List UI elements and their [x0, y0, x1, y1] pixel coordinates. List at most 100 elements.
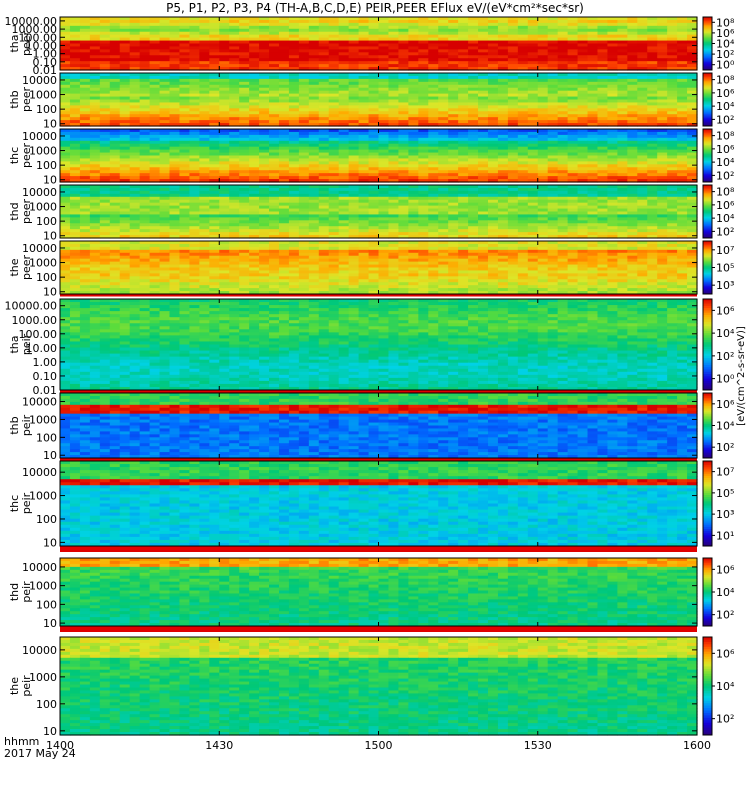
colorbar-tick-label: 10⁸	[716, 130, 735, 143]
y-tick-label: 1000	[29, 257, 57, 270]
y-tick-label: 1000	[29, 580, 57, 593]
panel-label: the peer	[8, 255, 33, 281]
panel-label-probe: thb	[8, 416, 21, 434]
panel-label-product: peir	[20, 675, 33, 697]
panel-label-probe: thd	[8, 583, 21, 601]
y-tick-label: 100	[36, 431, 57, 444]
x-axis-format-label: hhmm	[4, 735, 39, 748]
panel-label-product: peer	[20, 31, 33, 57]
colorbar-tick-label: 10⁴	[716, 420, 735, 433]
y-tick-label: 10000	[22, 466, 57, 479]
colorbar-tick-label: 10⁰	[716, 373, 735, 386]
colorbar-tick-label: 10²	[716, 350, 734, 363]
flag-bar	[60, 458, 697, 461]
y-tick-label: 10.00	[26, 39, 58, 52]
colorbar-tick-label: 10⁵	[716, 487, 734, 500]
panel-thc-peir: 10000 1000 100 10 thc peir 10⁷ 10⁵ 10³ 10¹	[8, 460, 734, 549]
spectrogram-image	[60, 558, 698, 627]
colorbar-tick-label: 10⁶	[716, 304, 735, 317]
y-tick-label: 1000	[29, 490, 57, 503]
panel-label-product: peer	[20, 255, 33, 281]
colorbar-tick-label: 10²	[716, 48, 734, 61]
y-tick-label: 1000	[29, 89, 57, 102]
panel-label-probe: tha	[8, 335, 21, 353]
spectrogram-image	[60, 17, 698, 71]
panel-thb-peir: 10000 1000 100 10 thb peir 10⁶ 10⁴ 10²	[8, 392, 735, 462]
panel-label-probe: thd	[8, 202, 21, 220]
y-tick-label: 100	[36, 103, 57, 116]
colorbar-tick-label: 10⁷	[716, 244, 734, 257]
spectrogram-image	[60, 73, 698, 127]
panel-label-probe: the	[8, 677, 21, 695]
flag-bar	[60, 546, 697, 552]
panel-label-probe: tha	[8, 34, 21, 52]
y-tick-label: 100	[36, 215, 57, 228]
y-tick-label: 10	[43, 230, 57, 243]
colorbar-tick-label: 10³	[716, 508, 734, 521]
colorbar-tick-label: 10⁷	[716, 466, 734, 479]
flag-bar	[60, 390, 697, 393]
colorbar-tick-label: 10⁶	[716, 27, 735, 40]
colorbar-tick-label: 10⁴	[716, 156, 735, 169]
y-tick-label: 1000	[29, 413, 57, 426]
colorbar-frame	[702, 184, 713, 239]
y-tick-label: 10	[43, 174, 57, 187]
spectrogram-image	[60, 393, 698, 459]
spectrogram-image	[60, 461, 698, 547]
panel-label-probe: the	[8, 258, 21, 276]
panel-label: thc peir	[8, 492, 33, 514]
y-tick-label: 1000.00	[12, 23, 58, 36]
y-tick-label: 100	[36, 271, 57, 284]
y-tick-label: 10	[43, 286, 57, 299]
colorbar: 10⁶ 10⁴ 10²	[702, 557, 735, 627]
colorbar-tick-label: 10¹	[716, 529, 734, 542]
colorbar-unit-label: [eV/(cm^2-s-sr-eV)]	[736, 326, 747, 426]
y-tick-label: 10000.00	[5, 15, 58, 28]
date-label: 2017 May 24	[4, 747, 76, 760]
panel-label-product: peir	[20, 414, 33, 436]
colorbar: 10⁷ 10⁵ 10³ 10¹	[702, 460, 734, 547]
y-tick-label: 10000	[22, 242, 57, 255]
x-tick-label: 1400	[46, 739, 74, 752]
colorbar-tick-label: 10²	[716, 609, 734, 622]
colorbar-tick-label: 10⁶	[716, 199, 735, 212]
colorbar-tick-label: 10²	[716, 113, 734, 126]
spectrogram-image	[60, 185, 698, 239]
colorbar-unit-text: [eV/(cm^2-s-sr-eV)]	[736, 326, 747, 426]
y-tick-label: 100.00	[19, 328, 58, 341]
colorbar-frame	[702, 72, 713, 127]
flag-bar	[60, 294, 697, 297]
y-tick-label: 1.00	[33, 356, 58, 369]
y-tick-label: 10000	[22, 561, 57, 574]
y-tick-label: 1000.00	[12, 314, 58, 327]
panel-label-product: peir	[20, 492, 33, 514]
colorbar-tick-label: 10⁴	[716, 586, 735, 599]
chart-title: P5, P1, P2, P3, P4 (TH-A,B,C,D,E) PEIR,P…	[166, 1, 584, 15]
y-tick-label: 1000	[29, 145, 57, 158]
colorbar-tick-label: 10⁴	[716, 327, 735, 340]
colorbar-tick-label: 10³	[716, 279, 734, 292]
colorbar-tick-label: 10⁴	[716, 212, 735, 225]
y-tick-label: 100	[36, 698, 57, 711]
colorbar-frame	[702, 298, 713, 391]
colorbar-tick-label: 10⁶	[716, 143, 735, 156]
y-tick-label: 10.00	[26, 342, 58, 355]
colorbar: 10⁶ 10⁴ 10² 10⁰	[702, 298, 735, 391]
colorbar-tick-label: 10⁶	[716, 647, 735, 660]
y-tick-label: 1000	[29, 201, 57, 214]
colorbar-tick-label: 10²	[716, 713, 734, 726]
panel-label-probe: thb	[8, 90, 21, 108]
x-tick-label: 1600	[683, 739, 711, 752]
colorbar-tick-label: 10⁵	[716, 262, 734, 275]
y-tick-label: 10000	[22, 130, 57, 143]
colorbar-tick-label: 10⁰	[716, 59, 735, 72]
y-tick-label: 10000	[22, 644, 57, 657]
